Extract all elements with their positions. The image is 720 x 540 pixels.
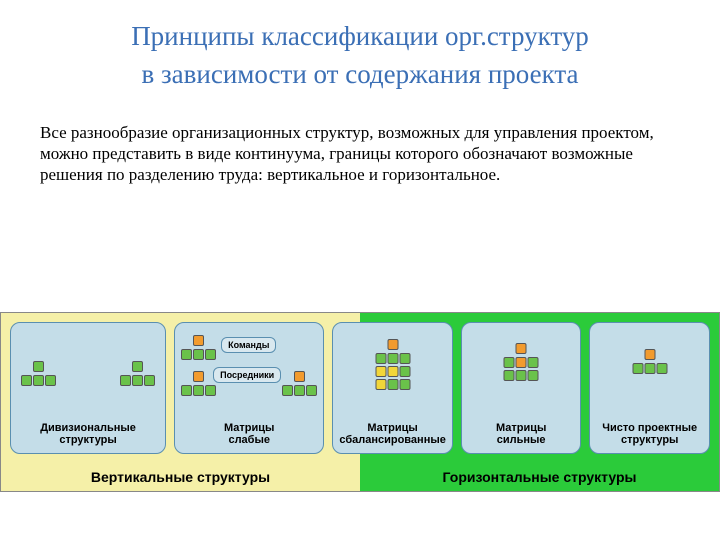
weak-matrix-art: Команды Посредники <box>175 331 323 409</box>
box-label: Матрицы сильные <box>496 422 546 447</box>
chip-teams: Команды <box>221 337 276 353</box>
title-line1: Принципы классификации орг.структур <box>131 21 589 51</box>
org-icon <box>21 361 56 386</box>
box-strong-matrix: Матрицы сильные <box>461 322 582 454</box>
box-label: Дивизиональные структуры <box>40 422 136 447</box>
box-balanced-matrix: Матрицы сбалансированные <box>332 322 453 454</box>
box-divisional: Дивизиональные структуры <box>10 322 166 454</box>
box-pure-project: Чисто проектные структуры <box>589 322 710 454</box>
org-icon <box>504 343 539 381</box>
structure-boxes: Дивизиональные структуры Команды Посредн… <box>0 322 720 454</box>
balanced-matrix-art <box>333 331 452 409</box>
chip-mediators: Посредники <box>213 367 281 383</box>
org-icon <box>120 361 155 386</box>
box-label: Чисто проектные структуры <box>602 422 697 447</box>
vertical-label: Вертикальные структуры <box>1 469 360 485</box>
title-line2: в зависимости от содержания проекта <box>142 59 579 89</box>
pure-project-art <box>590 331 709 409</box>
horizontal-label: Горизонтальные структуры <box>360 469 719 485</box>
strong-matrix-art <box>462 331 581 409</box>
org-icon <box>632 349 667 374</box>
slide-title: Принципы классификации орг.структур в за… <box>0 0 720 94</box>
continuum-diagram: Вертикальные структуры Горизонтальные ст… <box>0 312 720 492</box>
org-icon <box>181 335 216 360</box>
box-weak-matrix: Команды Посредники Матрицы слабые <box>174 322 324 454</box>
box-label: Матрицы слабые <box>224 422 274 447</box>
org-icon <box>282 371 317 396</box>
body-paragraph: Все разнообразие организационных структу… <box>0 94 720 186</box>
org-icon <box>181 371 216 396</box>
box-label: Матрицы сбалансированные <box>339 422 446 447</box>
org-icon <box>375 339 410 390</box>
divisional-art <box>11 331 165 409</box>
